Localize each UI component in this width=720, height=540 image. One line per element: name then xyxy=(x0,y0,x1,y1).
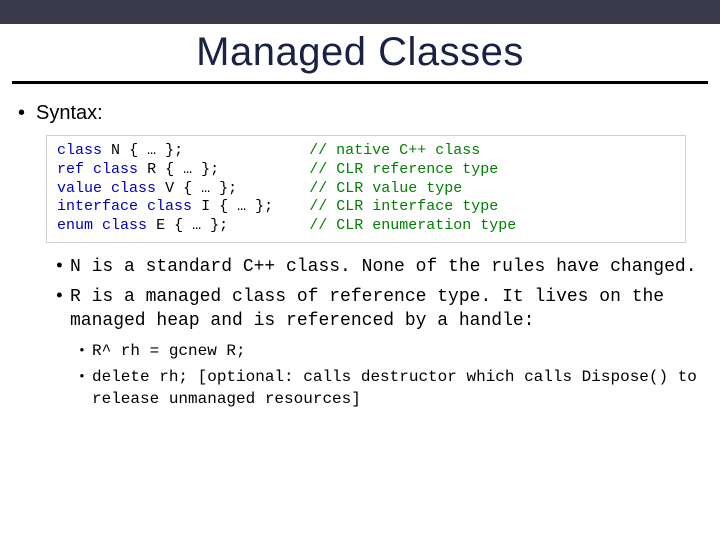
slide: Managed Classes • Syntax: class N { … };… xyxy=(0,0,720,540)
syntax-code-box: class N { … }; // native C++ classref cl… xyxy=(46,135,686,243)
bullet-text: R is a managed class of reference type. … xyxy=(70,285,702,334)
bullet-text: N is a standard C++ class. None of the r… xyxy=(70,255,702,279)
level2-group: • N is a standard C++ class. None of the… xyxy=(54,255,702,411)
bullet-text: R^ rh = gcnew R; xyxy=(92,340,702,362)
bullet-delete: • delete rh; [optional: calls destructor… xyxy=(78,366,702,411)
bullet-r-class: • R is a managed class of reference type… xyxy=(54,285,702,334)
slide-body: • Syntax: class N { … }; // native C++ c… xyxy=(0,84,720,411)
bullet-glyph: • xyxy=(78,366,92,411)
level3-group: • R^ rh = gcnew R; • delete rh; [optiona… xyxy=(78,340,702,411)
bullet-glyph: • xyxy=(18,102,36,125)
bullet-text: delete rh; [optional: calls destructor w… xyxy=(92,366,702,411)
bullet-syntax: • Syntax: xyxy=(18,102,702,125)
slide-title: Managed Classes xyxy=(0,30,720,75)
bullet-gcnew: • R^ rh = gcnew R; xyxy=(78,340,702,362)
bullet-n-class: • N is a standard C++ class. None of the… xyxy=(54,255,702,279)
bullet-glyph: • xyxy=(54,255,70,279)
title-wrap: Managed Classes xyxy=(0,24,720,79)
bullet-glyph: • xyxy=(78,340,92,362)
top-bar xyxy=(0,0,720,24)
syntax-label: Syntax: xyxy=(36,102,103,125)
bullet-glyph: • xyxy=(54,285,70,334)
